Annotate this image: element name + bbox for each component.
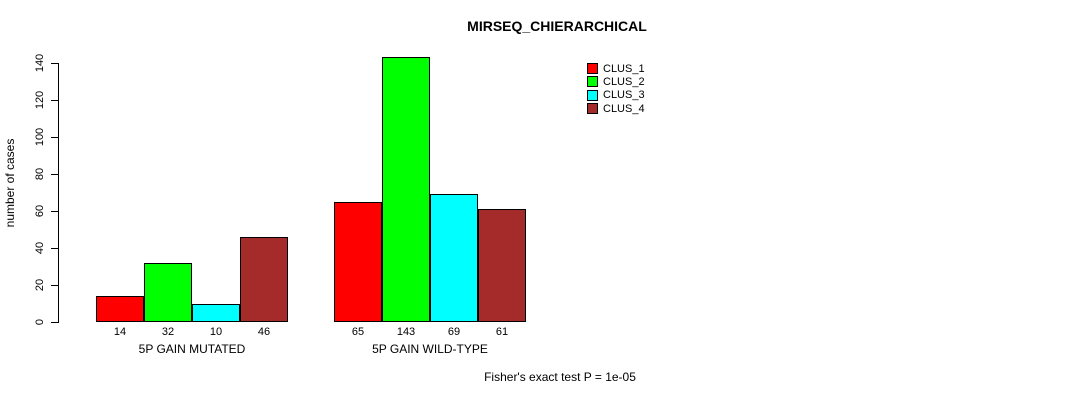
y-tick-label: 0 [34, 318, 46, 326]
category-label: 5P GAIN WILD-TYPE [372, 342, 488, 356]
legend-item: CLUS_2 [587, 75, 645, 88]
y-tick-label: 80 [34, 167, 46, 181]
legend-swatch [587, 89, 598, 101]
y-axis-line [58, 63, 59, 323]
y-axis-label: number of cases [3, 138, 17, 228]
y-tick-label: 20 [34, 278, 46, 292]
bar-value-label: 65 [351, 326, 365, 338]
y-axis-tick [51, 62, 58, 64]
bar-value-label: 14 [113, 326, 127, 338]
bar-clus_4-0 [240, 236, 288, 322]
footer-annotation: Fisher's exact test P = 1e-05 [484, 370, 636, 384]
legend-label: CLUS_4 [603, 102, 645, 115]
y-axis-tick [51, 99, 58, 101]
y-axis-tick [51, 247, 58, 249]
y-tick-label: 60 [34, 204, 46, 218]
bar-value-label: 46 [257, 326, 271, 338]
y-tick-label: 40 [34, 241, 46, 255]
y-tick-label: 120 [34, 90, 46, 110]
y-axis-tick [51, 136, 58, 138]
bar-clus_2-1 [382, 57, 430, 322]
bar-value-label: 10 [209, 326, 223, 338]
bar-clus_3-1 [430, 194, 478, 322]
legend-label: CLUS_3 [603, 89, 645, 102]
bar-clus_1-1 [334, 201, 382, 322]
bar-value-label: 69 [447, 326, 461, 338]
legend-item: CLUS_4 [587, 102, 645, 115]
category-label: 5P GAIN MUTATED [138, 342, 246, 356]
bar-clus_3-0 [192, 303, 240, 322]
legend-swatch [587, 76, 598, 88]
bar-value-label: 32 [161, 326, 175, 338]
bar-value-label: 143 [396, 326, 416, 338]
legend-label: CLUS_1 [603, 62, 645, 75]
legend-item: CLUS_1 [587, 62, 645, 75]
y-tick-label: 100 [34, 127, 46, 147]
legend-item: CLUS_3 [587, 89, 645, 102]
bar-clus_2-0 [144, 262, 192, 322]
y-axis-tick [51, 173, 58, 175]
y-axis-tick [51, 210, 58, 212]
bar-clus_4-1 [478, 209, 526, 322]
bar-value-label: 61 [495, 326, 509, 338]
bar-clus_1-0 [96, 296, 144, 322]
legend-label: CLUS_2 [603, 75, 645, 88]
legend-swatch [587, 103, 598, 115]
chart-title: MIRSEQ_CHIERARCHICAL [467, 18, 647, 34]
y-tick-label: 140 [34, 53, 46, 73]
legend-swatch [587, 63, 598, 75]
legend: CLUS_1 CLUS_2 CLUS_3 CLUS_4 [587, 62, 645, 115]
y-axis-tick [51, 321, 58, 323]
y-axis-tick [51, 284, 58, 286]
